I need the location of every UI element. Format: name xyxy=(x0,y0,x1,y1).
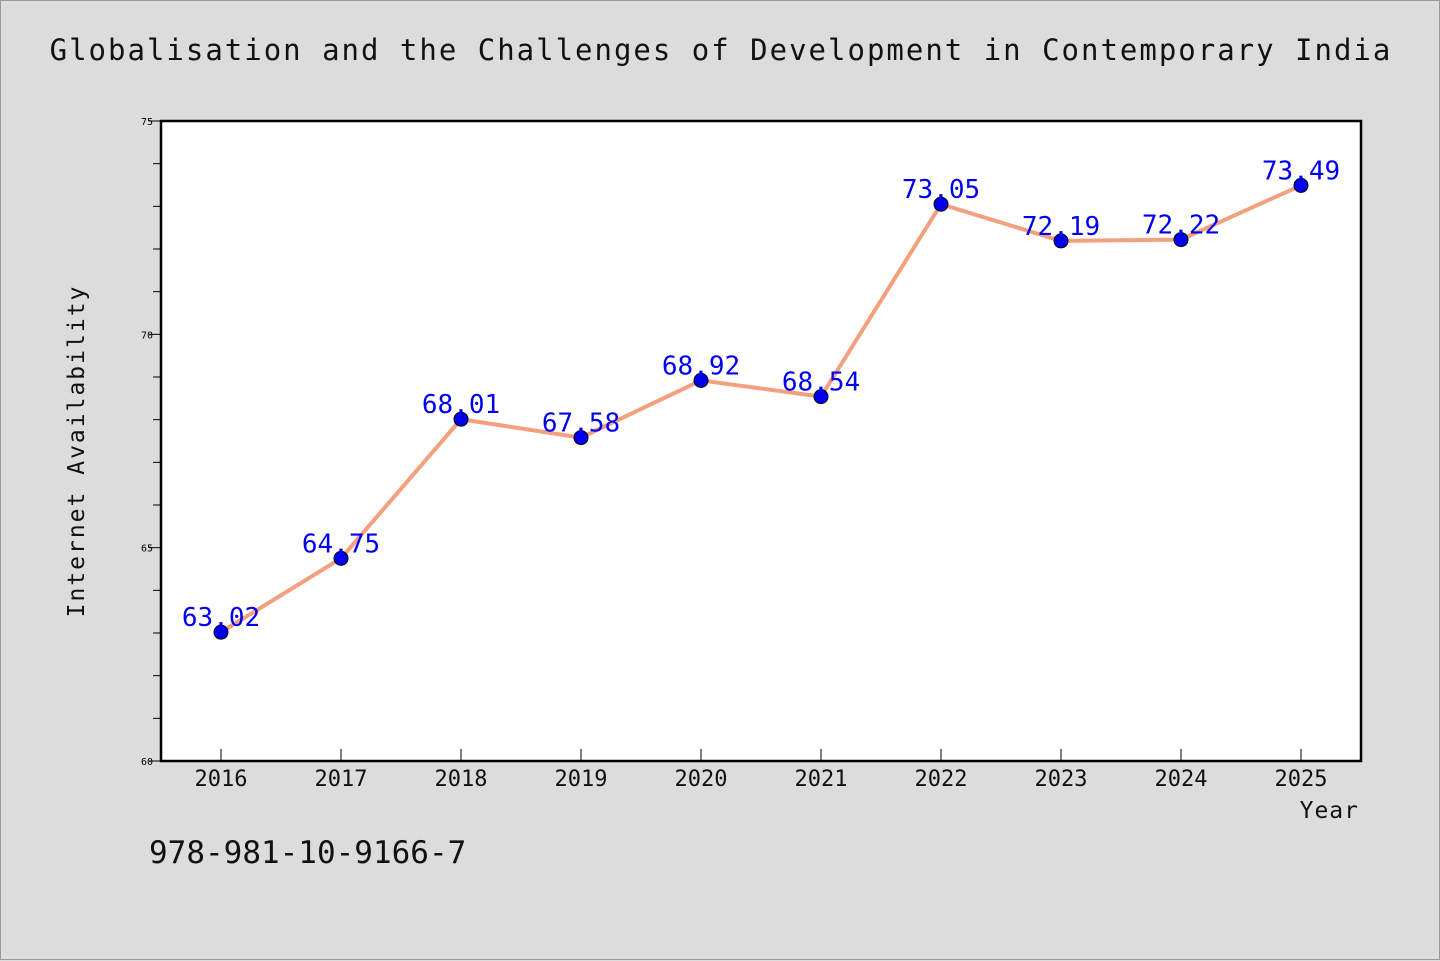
x-tick-label: 2020 xyxy=(675,767,728,792)
x-axis-ticks: 2016 2017 2018 2019 2020 2021 2022 2023 2024 2025 xyxy=(195,749,1328,792)
data-label-group: 63.02 64.75 68.01 67.58 68.92 68.54 73.05 72.19… xyxy=(182,156,1340,633)
data-label: 68.92 xyxy=(662,351,740,381)
data-point xyxy=(1053,233,1069,249)
data-label: 63.02 xyxy=(182,603,260,633)
y-tick-label: 75 xyxy=(141,117,153,128)
x-tick-label: 2024 xyxy=(1155,767,1208,792)
data-label: 73.05 xyxy=(902,175,980,205)
chart-title: Globalisation and the Challenges of Deve… xyxy=(49,33,1393,67)
data-label: 72.19 xyxy=(1022,212,1100,242)
y-tick-label: 70 xyxy=(141,330,153,341)
data-label: 68.01 xyxy=(422,390,500,420)
data-point xyxy=(1173,232,1189,248)
plot-area xyxy=(159,119,1363,763)
data-label: 67.58 xyxy=(542,409,620,439)
data-label: 68.54 xyxy=(782,368,860,398)
data-point xyxy=(693,372,709,388)
x-tick-label: 2025 xyxy=(1275,767,1328,792)
x-axis-label: Year xyxy=(1299,798,1359,824)
data-label: 72.22 xyxy=(1142,211,1220,241)
x-tick-label: 2019 xyxy=(555,767,608,792)
data-point xyxy=(333,550,349,566)
y-tick-label: 65 xyxy=(141,544,153,555)
data-point xyxy=(453,411,469,427)
data-point xyxy=(573,430,589,446)
data-label: 73.49 xyxy=(1262,156,1340,186)
series-group xyxy=(219,183,1302,634)
y-tick-label: 60 xyxy=(141,757,153,768)
data-point xyxy=(933,196,949,212)
x-tick-label: 2023 xyxy=(1035,767,1088,792)
x-tick-label: 2018 xyxy=(435,767,488,792)
isbn-text: 978-981-10-9166-7 xyxy=(149,835,467,871)
x-tick-label: 2022 xyxy=(915,767,968,792)
x-tick-label: 2021 xyxy=(795,767,848,792)
y-axis-ticks: 60 65 70 75 xyxy=(141,117,161,768)
x-tick-label: 2016 xyxy=(195,767,248,792)
series-line xyxy=(219,183,1302,634)
data-point xyxy=(1293,177,1309,193)
x-tick-label: 2017 xyxy=(315,767,368,792)
data-point xyxy=(213,624,229,640)
marker-group xyxy=(213,177,1309,640)
data-label: 64.75 xyxy=(302,529,380,559)
data-point xyxy=(813,389,829,405)
